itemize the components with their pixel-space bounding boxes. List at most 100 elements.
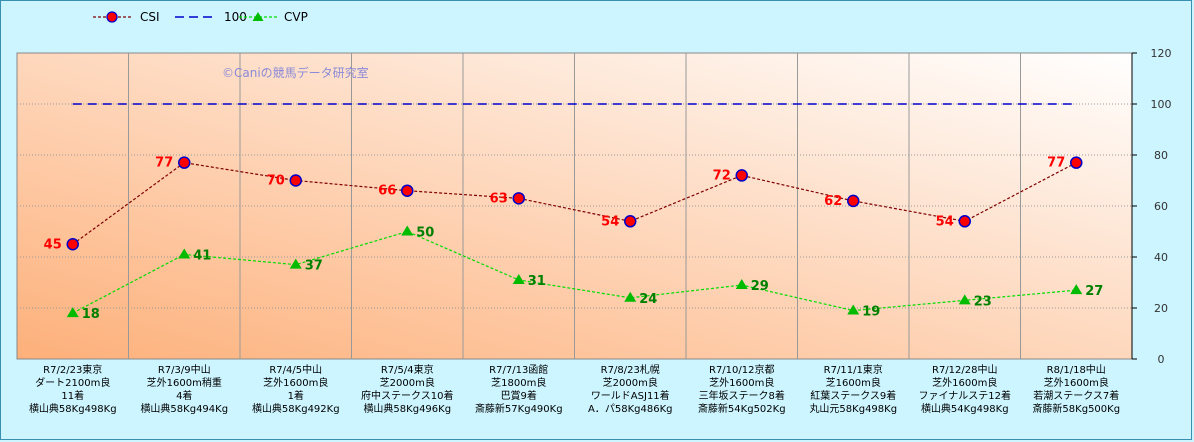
x-tick-label-line: 横山典58Kg492Kg bbox=[252, 402, 340, 415]
csi-data-label: 63 bbox=[490, 191, 508, 206]
x-tick-label-line: R8/1/18中山 bbox=[1047, 363, 1106, 376]
y-tick-label: 60 bbox=[1154, 200, 1168, 213]
x-tick-label-line: 芝1800m良 bbox=[491, 376, 546, 389]
csi-data-label: 62 bbox=[824, 194, 842, 209]
legend-item-cvp: CVP bbox=[239, 10, 308, 24]
x-tick-label-line: R7/10/12京都 bbox=[709, 363, 775, 376]
cvp-data-label: 19 bbox=[862, 305, 880, 320]
csi-data-label: 54 bbox=[936, 214, 954, 229]
x-tick-label-line: 丸山元58Kg498Kg bbox=[809, 402, 897, 415]
cvp-data-label: 23 bbox=[974, 294, 992, 309]
cvp-point bbox=[1070, 284, 1083, 295]
cvp-data-label: 41 bbox=[193, 248, 211, 263]
csi-point bbox=[958, 215, 971, 228]
x-tick-label-line: R7/3/9中山 bbox=[158, 363, 211, 376]
csi-data-label: 66 bbox=[378, 184, 396, 199]
cvp-point bbox=[512, 273, 525, 284]
cvp-data-label: 18 bbox=[82, 307, 100, 322]
csi-point bbox=[66, 238, 79, 251]
cvp-data-label: 24 bbox=[639, 292, 657, 307]
x-tick-label-line: 若潮ステークス7着 bbox=[1033, 389, 1119, 402]
csi-data-label: 77 bbox=[1047, 156, 1065, 171]
y-tick-label: 120 bbox=[1151, 47, 1172, 60]
csi-data-label: 45 bbox=[44, 237, 62, 252]
legend-ref-label: 100 bbox=[224, 10, 247, 24]
csi-point bbox=[401, 184, 414, 197]
x-tick-label-line: 芝外1600m良 bbox=[932, 376, 997, 389]
x-tick-label-line: 三年坂ステーク8着 bbox=[699, 389, 785, 402]
csi-point bbox=[1070, 156, 1083, 169]
x-tick-label-line: 芝2000m良 bbox=[603, 376, 658, 389]
y-tick-label: 20 bbox=[1154, 302, 1168, 315]
x-tick-label-line: R7/5/4東京 bbox=[381, 363, 434, 376]
y-axis: 0 20 40 60 80 100 120 bbox=[1131, 47, 1172, 366]
csi-point bbox=[624, 215, 637, 228]
cvp-point bbox=[66, 307, 79, 318]
x-tick-label-line: 横山典58Kg494Kg bbox=[140, 402, 228, 415]
x-tick-label-line: 斎藤新57Kg490Kg bbox=[475, 402, 563, 415]
x-tick-label-line: 横山典58Kg496Kg bbox=[363, 402, 451, 415]
legend: CSI 100 CVP bbox=[93, 10, 308, 24]
x-tick-label-line: ダート2100m良 bbox=[35, 376, 110, 389]
cvp-data-label: 27 bbox=[1085, 284, 1103, 299]
cvp-point bbox=[178, 248, 191, 259]
legend-cvp-label: CVP bbox=[284, 10, 308, 24]
x-tick-label-line: 斎藤新54Kg502Kg bbox=[698, 402, 786, 415]
x-tick-label-line: R7/2/23東京 bbox=[43, 363, 102, 376]
series-csi: 45 77 70 66 63 54 72 62 54 77 bbox=[44, 156, 1083, 252]
cvp-point bbox=[735, 279, 748, 290]
legend-cvp-marker bbox=[252, 12, 264, 21]
series-csi-line bbox=[72, 162, 1077, 245]
legend-item-ref: 100 bbox=[175, 10, 247, 24]
x-tick-label-line: 府中ステークス10着 bbox=[361, 389, 453, 402]
cvp-point bbox=[624, 291, 637, 302]
csi-point bbox=[735, 169, 748, 182]
csi-point bbox=[847, 194, 860, 208]
x-tick-label-line: 芝外1600m良 bbox=[1044, 376, 1109, 389]
x-tick-label-line: 4着 bbox=[176, 389, 192, 402]
x-tick-label-line: 紅葉ステークス9着 bbox=[810, 389, 896, 402]
x-tick-label-line: 芝1600m良 bbox=[826, 376, 881, 389]
csi-data-label: 70 bbox=[267, 174, 285, 189]
csi-point bbox=[289, 174, 302, 187]
x-tick-label-line: A．パ58Kg486Kg bbox=[588, 403, 672, 415]
x-tick-label-line: 横山典54Kg498Kg bbox=[921, 402, 1009, 415]
cvp-point bbox=[847, 304, 860, 315]
cvp-data-label: 29 bbox=[751, 279, 769, 294]
csi-data-label: 72 bbox=[713, 168, 731, 183]
y-tick-label: 80 bbox=[1154, 149, 1168, 162]
legend-csi-label: CSI bbox=[140, 10, 160, 24]
cvp-point bbox=[289, 258, 302, 269]
csi-data-label: 77 bbox=[155, 156, 173, 171]
legend-csi-marker bbox=[106, 11, 118, 23]
x-tick-label-line: 巴賞9着 bbox=[501, 389, 537, 402]
x-tick-label-line: 芝2000m良 bbox=[380, 376, 435, 389]
x-tick-label-line: 斎藤新58Kg500Kg bbox=[1032, 402, 1120, 415]
cvp-data-label: 31 bbox=[528, 274, 546, 289]
x-tick-label-line: 横山典58Kg498Kg bbox=[29, 402, 117, 415]
cvp-point bbox=[401, 225, 414, 236]
x-tick-label-line: 11着 bbox=[61, 389, 84, 402]
y-tick-label: 100 bbox=[1151, 98, 1172, 111]
legend-item-csi: CSI bbox=[93, 10, 160, 24]
x-tick-label-line: ファイナルステ12着 bbox=[918, 389, 1011, 402]
x-tick-label-line: R7/11/1東京 bbox=[824, 363, 883, 376]
cvp-data-label: 50 bbox=[416, 226, 434, 241]
csi-point bbox=[512, 192, 525, 205]
y-tick-label: 40 bbox=[1154, 251, 1168, 264]
x-tick-label-line: ワールドASJ11着 bbox=[591, 389, 670, 402]
series-cvp-line bbox=[72, 230, 1077, 314]
watermark: ©Caniの競馬データ研究室 bbox=[222, 65, 369, 80]
